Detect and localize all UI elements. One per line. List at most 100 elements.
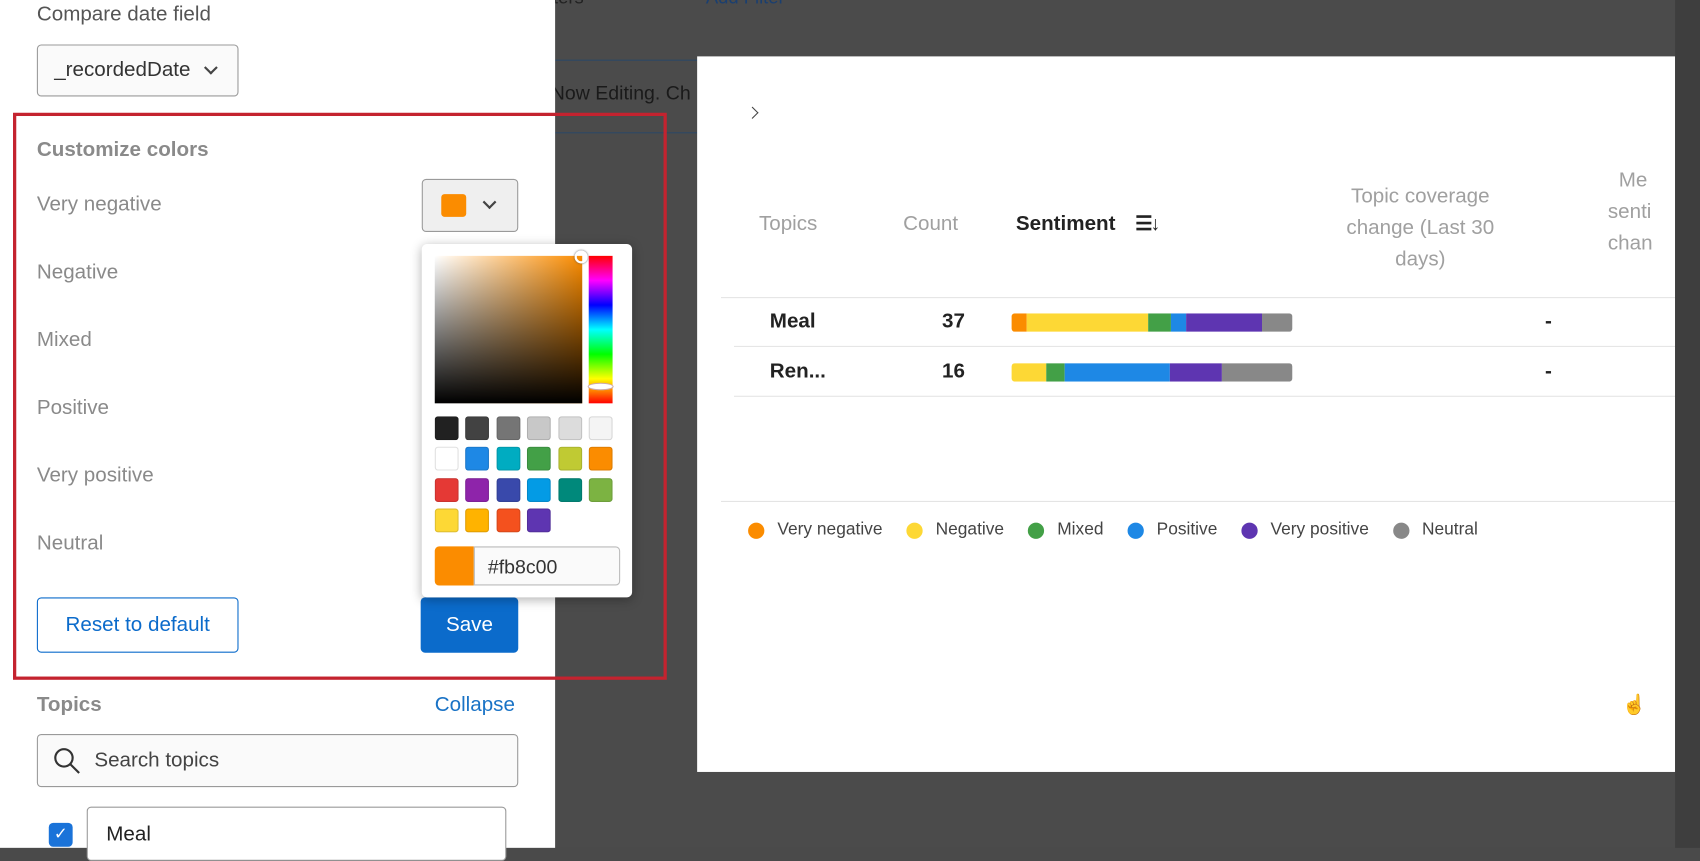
chevron-down-icon (203, 60, 218, 75)
select-value: _recordedDate (54, 58, 191, 82)
bar-segment-negative[interactable] (1011, 363, 1047, 382)
topic-item-meal[interactable]: Meal (86, 806, 507, 861)
saturation-area[interactable] (434, 255, 583, 404)
header-line: change (Last 30 (1346, 216, 1495, 240)
legend-dot (1241, 522, 1258, 539)
current-color-preview (434, 546, 474, 586)
divider (734, 345, 1676, 347)
hand-cursor-icon: ☝ (1621, 693, 1647, 716)
color-swatch[interactable] (557, 447, 582, 471)
legend-item[interactable]: Positive (1127, 520, 1217, 540)
column-count[interactable]: Count (903, 212, 959, 236)
color-swatch[interactable] (496, 508, 521, 533)
sentiment-bar[interactable] (1011, 363, 1293, 382)
color-swatch[interactable] (465, 508, 490, 533)
sentiment-label: Very positive (36, 464, 154, 487)
bar-segment-mixed[interactable] (1046, 363, 1065, 382)
legend-item[interactable]: Mixed (1027, 520, 1103, 540)
divider (734, 395, 1676, 397)
color-swatch[interactable] (527, 416, 551, 441)
legend-item[interactable]: Neutral (1392, 520, 1478, 540)
customize-colors-title: Customize colors (36, 138, 209, 162)
header-line: senti (1607, 200, 1652, 224)
bar-segment-very-positive[interactable] (1169, 363, 1223, 382)
scroll-strip (1675, 0, 1700, 848)
color-swatch[interactable] (434, 447, 459, 471)
color-preview (441, 194, 467, 217)
sentiment-label: Positive (36, 396, 109, 420)
bar-segment-mixed[interactable] (1148, 313, 1171, 332)
color-swatch[interactable] (465, 416, 490, 441)
bar-segment-positive[interactable] (1170, 313, 1187, 332)
bar-segment-very-negative[interactable] (1011, 313, 1027, 332)
legend-label: Negative (935, 520, 1005, 539)
reset-to-default-button[interactable]: Reset to default (36, 597, 239, 653)
color-swatch[interactable] (588, 477, 613, 502)
color-swatch[interactable] (557, 477, 582, 502)
color-picker-popover: #fb8c00 (421, 243, 633, 598)
hue-handle[interactable] (587, 382, 614, 391)
bar-segment-neutral[interactable] (1222, 363, 1293, 382)
topic-name[interactable]: Ren... (769, 359, 826, 383)
divider (720, 500, 1676, 502)
legend-dot (906, 522, 923, 539)
legend-item[interactable]: Very negative (748, 520, 882, 540)
hex-input[interactable]: #fb8c00 (473, 546, 621, 586)
bar-segment-positive[interactable] (1064, 363, 1170, 382)
color-swatch[interactable] (527, 477, 551, 502)
sentiment-label: Negative (36, 261, 119, 285)
bar-segment-negative[interactable] (1026, 313, 1149, 332)
color-swatch[interactable] (588, 416, 613, 441)
chevron-right-icon[interactable] (746, 106, 759, 119)
header-line: days) (1395, 248, 1446, 272)
search-placeholder: Search topics (94, 748, 220, 772)
bar-segment-neutral[interactable] (1262, 313, 1293, 332)
legend-dot (1392, 522, 1409, 539)
topic-count: 37 (942, 310, 965, 333)
bar-segment-very-positive[interactable] (1186, 313, 1263, 332)
color-dropdown-very-negative[interactable] (421, 178, 519, 233)
color-swatch[interactable] (434, 477, 459, 502)
color-swatch[interactable] (434, 416, 459, 441)
color-swatch[interactable] (496, 416, 521, 441)
column-topics[interactable]: Topics (758, 212, 818, 236)
column-topic-coverage[interactable]: Topic coverage change (Last 30 days) (1312, 181, 1529, 275)
sort-descending-icon[interactable]: ☰↓ (1135, 212, 1160, 235)
add-filter-link[interactable]: Add Filter (706, 0, 785, 9)
hue-slider[interactable] (588, 255, 613, 404)
column-sentiment[interactable]: Sentiment (1015, 212, 1116, 236)
header-line: chan (1607, 232, 1653, 255)
legend-dot (1027, 522, 1045, 539)
legend-item[interactable]: Very positive (1241, 520, 1369, 540)
header-line: Me (1618, 169, 1648, 192)
color-swatch[interactable] (527, 447, 551, 471)
topic-name[interactable]: Meal (769, 310, 816, 333)
color-swatch[interactable] (465, 447, 490, 471)
coverage-value: - (1544, 359, 1552, 383)
legend-item[interactable]: Negative (906, 520, 1004, 540)
saturation-handle[interactable] (574, 250, 588, 264)
save-button[interactable]: Save (420, 597, 519, 653)
topic-checkbox-meal[interactable]: ✓ (48, 822, 73, 847)
color-swatch[interactable] (588, 447, 613, 471)
column-mean-sentiment-change[interactable]: Me senti chan (1608, 165, 1653, 259)
legend-label: Positive (1156, 520, 1218, 539)
filter-label: ters (553, 0, 584, 9)
color-swatch[interactable] (496, 477, 521, 502)
color-swatch[interactable] (527, 508, 551, 533)
sentiment-bar[interactable] (1011, 313, 1293, 332)
coverage-value: - (1544, 310, 1552, 333)
topic-count: 16 (942, 359, 965, 383)
legend-dot (1127, 522, 1144, 539)
color-swatch[interactable] (496, 447, 521, 471)
color-swatch[interactable] (465, 477, 490, 502)
header-line: Topic coverage (1351, 185, 1490, 209)
color-swatch[interactable] (557, 416, 582, 441)
sentiment-label: Very negative (36, 192, 162, 216)
legend: Very negative Negative Mixed Positive Very p… (748, 520, 1502, 540)
divider (720, 297, 1676, 299)
color-swatch[interactable] (434, 508, 459, 533)
compare-date-select[interactable]: _recordedDate (36, 44, 239, 97)
search-topics-input[interactable]: Search topics (36, 734, 519, 788)
collapse-link[interactable]: Collapse (434, 693, 515, 717)
